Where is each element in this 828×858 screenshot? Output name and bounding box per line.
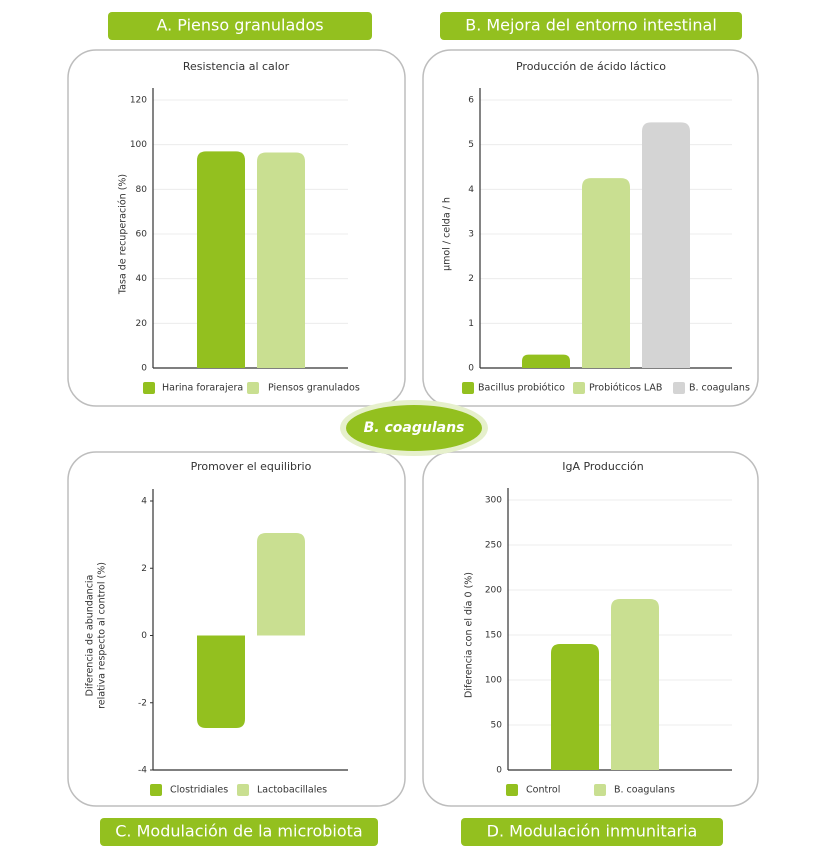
bar: [197, 151, 245, 368]
legend-label: Lactobacillales: [257, 785, 327, 796]
legend-swatch: [462, 382, 474, 394]
y-tick-label: 100: [485, 676, 502, 686]
y-tick-label: 250: [485, 541, 502, 551]
legend-swatch: [573, 382, 585, 394]
panel: [67, 451, 406, 807]
y-axis-label: Diferencia con el día 0 (%): [464, 572, 475, 698]
legend-swatch: [143, 382, 155, 394]
y-tick-label: 300: [485, 496, 502, 506]
legend-label: B. coagulans: [689, 383, 750, 394]
y-tick-label: 4: [141, 497, 147, 507]
legend-label: Clostridiales: [170, 785, 228, 796]
y-axis-label: relativa respecto al control (%): [97, 562, 108, 709]
y-axis-label: µmol / celda / h: [442, 197, 453, 271]
y-tick-label: 20: [136, 319, 148, 329]
center-badge: [346, 405, 482, 451]
center-label: B. coagulans: [364, 420, 465, 436]
section-title: D. Modulación inmunitaria: [487, 822, 698, 841]
bar: [551, 644, 599, 770]
legend-swatch: [594, 784, 606, 796]
section-title: C. Modulación de la microbiota: [115, 822, 362, 841]
legend-swatch: [673, 382, 685, 394]
y-tick-label: -2: [138, 698, 147, 708]
y-tick-label: 6: [468, 96, 474, 106]
section-title: B. Mejora del entorno intestinal: [465, 16, 717, 35]
y-tick-label: 2: [141, 564, 147, 574]
y-tick-label: 50: [491, 721, 503, 731]
y-tick-label: 5: [468, 140, 474, 150]
y-tick-label: -4: [138, 766, 147, 776]
legend-label: Harina forarajera: [162, 383, 243, 394]
section-pill: [440, 12, 742, 40]
section-pill: [461, 818, 723, 846]
legend-label: Probióticos LAB: [589, 383, 662, 394]
legend-label: Bacillus probiótico: [478, 383, 565, 394]
y-tick-label: 4: [468, 185, 474, 195]
bar: [611, 599, 659, 770]
chart-title: Resistencia al calor: [183, 60, 290, 73]
y-tick-label: 2: [468, 274, 474, 284]
legend-label: Piensos granulados: [268, 383, 360, 394]
y-tick-label: 3: [468, 230, 474, 240]
y-tick-label: 120: [130, 96, 147, 106]
y-tick-label: 0: [141, 631, 147, 641]
chart-title: IgA Producción: [562, 460, 644, 473]
legend-swatch: [237, 784, 249, 796]
section-pill: [100, 818, 378, 846]
chart-title: Producción de ácido láctico: [516, 60, 666, 73]
legend-label: B. coagulans: [614, 785, 675, 796]
section-pill: [108, 12, 372, 40]
y-tick-label: 40: [136, 274, 148, 284]
bar: [257, 152, 305, 368]
y-tick-label: 1: [468, 319, 474, 329]
y-tick-label: 200: [485, 586, 502, 596]
legend-swatch: [150, 784, 162, 796]
y-tick-label: 150: [485, 631, 502, 641]
bar: [197, 635, 245, 728]
chart-title: Promover el equilibrio: [191, 460, 312, 473]
y-tick-label: 100: [130, 140, 147, 150]
y-tick-label: 0: [141, 364, 147, 374]
bar: [582, 178, 630, 368]
y-axis-label: Diferencia de abundancia: [85, 575, 96, 697]
bar: [257, 532, 305, 636]
panel: [422, 451, 759, 807]
y-tick-label: 80: [136, 185, 148, 195]
legend-label: Control: [526, 785, 560, 796]
y-tick-label: 0: [468, 364, 474, 374]
section-title: A. Pienso granulados: [156, 16, 323, 35]
y-tick-label: 0: [496, 766, 502, 776]
bar: [642, 122, 690, 368]
y-axis-label: Tasa de recuperación (%): [118, 174, 129, 295]
legend-swatch: [247, 382, 259, 394]
y-tick-label: 60: [136, 230, 148, 240]
bar: [522, 354, 570, 368]
legend-swatch: [506, 784, 518, 796]
